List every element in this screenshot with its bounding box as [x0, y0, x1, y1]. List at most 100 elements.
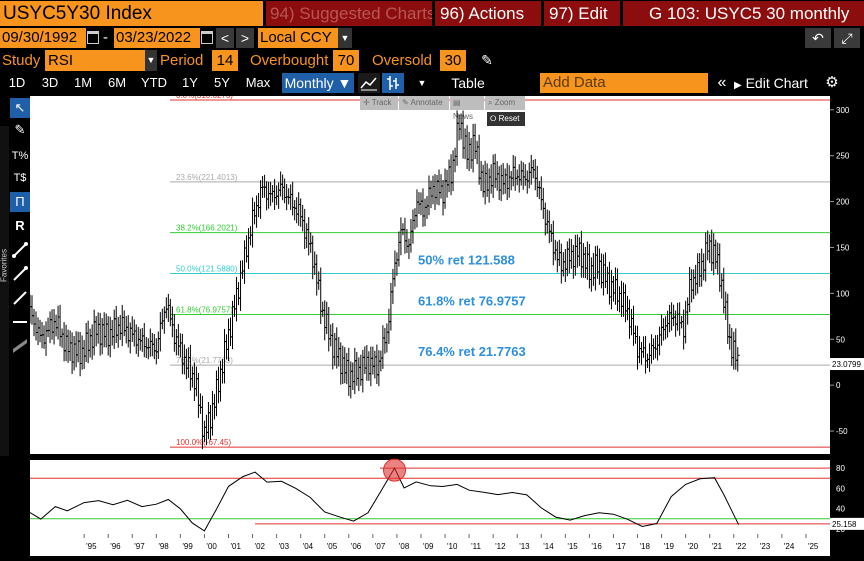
table-button[interactable]: Table	[451, 75, 485, 91]
overbought-input[interactable]: 70	[333, 50, 359, 71]
r-tool-icon[interactable]: R	[10, 216, 30, 236]
ray-tool-icon[interactable]	[10, 288, 30, 308]
ticker-input[interactable]: USYC5Y30 Index	[0, 1, 263, 26]
fib-label: 38.2%(166.2021)	[176, 224, 238, 233]
study-dropdown-icon[interactable]: ▼	[145, 50, 157, 71]
price-tick-label: 50	[836, 335, 845, 344]
zoom-button[interactable]: ⌕ Zoom	[485, 96, 525, 110]
range-max-button[interactable]: Max	[245, 75, 271, 90]
horizontal-line-icon[interactable]	[10, 312, 30, 332]
track-button[interactable]: ✛ Track	[360, 96, 398, 110]
undo-button[interactable]: ↶	[805, 28, 831, 48]
line-chart-icon[interactable]	[358, 73, 380, 93]
fib-label: 50.0%(121.5880)	[176, 265, 238, 274]
pen-icon[interactable]: ✎	[10, 120, 30, 140]
time-tick-label: '16	[591, 542, 602, 551]
time-tick-label: '97	[134, 542, 145, 551]
chart-type-dropdown-icon[interactable]: ▼	[417, 78, 427, 88]
line-tool-icon[interactable]	[10, 240, 30, 260]
annotate-button[interactable]: ✎ Annotate	[399, 96, 449, 110]
retracement-annotation: 61.8% ret 76.9757	[418, 293, 526, 308]
rsi-tick-label: 60	[836, 484, 845, 493]
time-axis	[30, 534, 830, 556]
retracement-annotation: 50% ret 121.588	[418, 253, 515, 268]
chart-area[interactable]: 0.0%(310.6276) 23.6%(221.4013) 38.2%(166.2…	[28, 91, 864, 556]
collapse-icon[interactable]: «	[717, 74, 727, 91]
rsi-panel[interactable]	[30, 460, 830, 534]
fib-retracement-icon[interactable]: Π	[10, 192, 30, 212]
prev-period-button[interactable]: <	[216, 28, 234, 48]
favorites-tab[interactable]: Favorites	[0, 126, 9, 456]
actions-button[interactable]: 96) Actions	[435, 1, 541, 26]
period-input[interactable]: 14	[212, 50, 238, 71]
time-tick-label: '09	[423, 542, 434, 551]
pencil-icon[interactable]: ✎	[481, 52, 493, 68]
time-tick-label: '12	[495, 542, 506, 551]
next-period-button[interactable]: >	[236, 28, 254, 48]
news-button[interactable]: ▤ News	[450, 96, 484, 121]
edit-chart-button[interactable]: ▶ Edit Chart	[734, 73, 820, 93]
price-tick-label: 150	[836, 243, 850, 252]
time-tick-label: '17	[615, 542, 626, 551]
time-tick-label: '20	[688, 542, 699, 551]
time-tick-label: '25	[808, 542, 819, 551]
trend-tool-icon[interactable]	[10, 264, 30, 284]
time-tick-label: '04	[303, 542, 314, 551]
retracement-annotation: 76.4% ret 21.7763	[418, 344, 526, 359]
time-tick-label: '99	[182, 542, 193, 551]
time-tick-label: '01	[230, 542, 241, 551]
period-label: Period	[160, 50, 210, 71]
add-data-input[interactable]: Add Data	[540, 73, 708, 93]
range-ytd-button[interactable]: YTD	[141, 75, 167, 90]
fib-label: 61.8%(76.9757)	[176, 305, 233, 314]
chart-title: G 103: USYC5 30 monthly	[623, 1, 864, 26]
end-date-input[interactable]: 03/23/2022	[114, 28, 200, 48]
end-calendar-icon[interactable]	[201, 31, 213, 44]
last-rsi-badge	[830, 517, 864, 530]
bar-chart-icon[interactable]	[382, 73, 404, 93]
time-tick-label: '23	[760, 542, 771, 551]
frequency-select[interactable]: Monthly ▼	[282, 73, 354, 93]
expand-button[interactable]: ⤢	[834, 28, 860, 48]
rsi-tick-label: 40	[836, 505, 845, 514]
reset-button[interactable]: ⭘ Reset	[487, 112, 525, 126]
oversold-input[interactable]: 30	[440, 50, 466, 71]
range-6m-button[interactable]: 6M	[107, 75, 127, 90]
range-3d-button[interactable]: 3D	[41, 75, 59, 90]
range-toolbar: 1D 3D 1M 6M YTD 1Y 5Y Max Monthly ▼ ▼ Ta…	[0, 72, 864, 94]
range-1d-button[interactable]: 1D	[8, 75, 26, 90]
currency-dropdown-icon[interactable]: ▼	[338, 28, 352, 48]
price-tick-label: 0	[836, 381, 841, 390]
study-select[interactable]: RSI	[45, 50, 145, 71]
chart-svg[interactable]: 0.0%(310.6276) 23.6%(221.4013) 38.2%(166.2…	[28, 91, 864, 556]
currency-select[interactable]: Local CCY	[258, 28, 338, 48]
time-tick-label: '03	[279, 542, 290, 551]
edit-button[interactable]: 97) Edit	[544, 1, 620, 26]
start-date-input[interactable]: 09/30/1992	[0, 28, 86, 48]
channel-tool-icon[interactable]	[10, 336, 30, 356]
start-calendar-icon[interactable]	[87, 31, 99, 44]
edit-chart-play-icon: ▶	[734, 80, 742, 91]
time-tick-label: '06	[351, 542, 362, 551]
drawing-sidebar: Favorites ↖ ✎ T% T$ Π R	[0, 96, 30, 556]
edit-chart-label: Edit Chart	[745, 75, 808, 91]
range-5y-button[interactable]: 5Y	[214, 75, 230, 90]
time-tick-label: '15	[567, 542, 578, 551]
fib-dollar-icon[interactable]: T$	[10, 168, 30, 188]
price-tick-label: 250	[836, 152, 850, 161]
last-rsi-label: 25.158	[832, 520, 857, 529]
fib-label: 0.0%(310.6276)	[176, 96, 233, 100]
oversold-label: Oversold	[372, 50, 438, 71]
price-panel[interactable]	[30, 96, 830, 454]
header-bar: USYC5Y30 Index 94) Suggested Charts 96) …	[0, 0, 864, 27]
price-tick-label: 100	[836, 289, 850, 298]
time-tick-label: '14	[543, 542, 554, 551]
range-1m-button[interactable]: 1M	[73, 75, 93, 90]
fib-label: 100.0%(-67.45)	[176, 438, 231, 447]
gear-icon[interactable]: ⚙	[825, 74, 839, 91]
fib-percent-icon[interactable]: T%	[10, 146, 30, 166]
pointer-icon[interactable]: ↖	[10, 98, 30, 118]
suggested-charts-button[interactable]: 94) Suggested Charts	[266, 1, 432, 26]
range-1y-button[interactable]: 1Y	[182, 75, 198, 90]
time-tick-label: '05	[327, 542, 338, 551]
